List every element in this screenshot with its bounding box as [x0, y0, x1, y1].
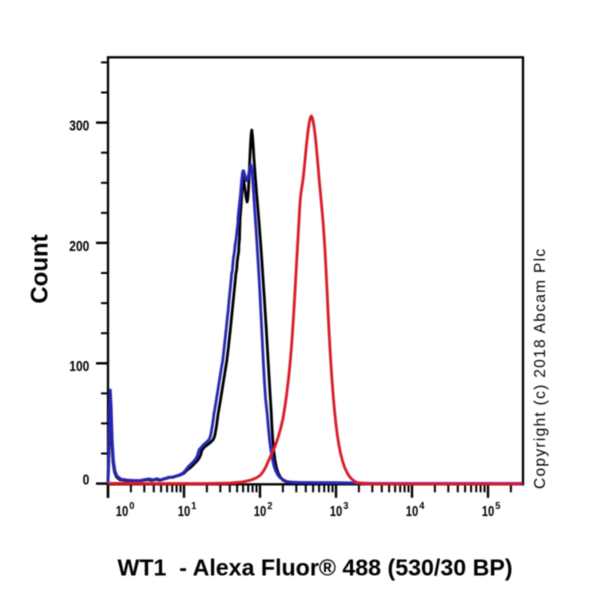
svg-text:100: 100: [69, 359, 89, 375]
svg-text:0: 0: [129, 500, 134, 512]
svg-text:200: 200: [69, 239, 89, 255]
svg-text:5: 5: [495, 500, 500, 512]
svg-text:WT1 - Alexa Fluor® 488 (530/3: WT1 - Alexa Fluor® 488 (530/30 BP): [117, 554, 512, 580]
svg-text:300: 300: [69, 119, 89, 135]
svg-text:2: 2: [267, 500, 272, 512]
svg-text:10: 10: [330, 504, 343, 520]
svg-text:10: 10: [482, 504, 495, 520]
svg-text:4: 4: [419, 500, 424, 512]
svg-text:Copyright (c) 2018 Abcam Plc: Copyright (c) 2018 Abcam Plc: [532, 248, 549, 489]
svg-text:Count: Count: [27, 234, 54, 303]
svg-text:3: 3: [343, 500, 348, 512]
svg-text:10: 10: [406, 504, 419, 520]
svg-text:10: 10: [178, 504, 191, 520]
svg-text:10: 10: [116, 504, 129, 520]
svg-text:1: 1: [191, 500, 196, 512]
svg-text:10: 10: [254, 504, 267, 520]
svg-text:0: 0: [83, 473, 90, 489]
